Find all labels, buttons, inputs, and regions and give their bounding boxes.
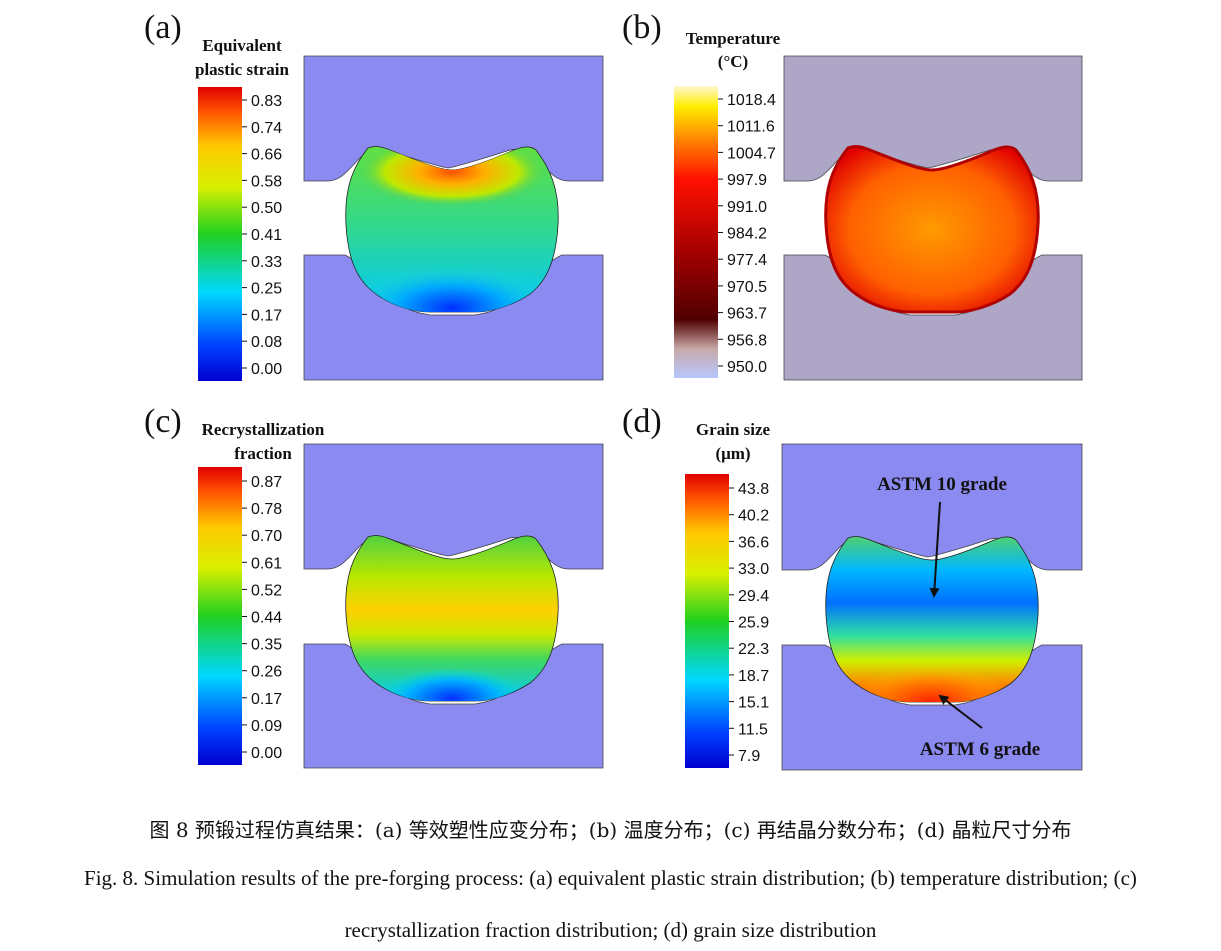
colorbar-tick-label: 0.26 — [251, 664, 282, 681]
colorbar-tick-label: 0.66 — [251, 147, 282, 164]
colorbar-tick-label: 0.41 — [251, 227, 282, 244]
colorbar-tick-label: 984.2 — [727, 226, 767, 243]
colorbar-tick-label: 0.17 — [251, 691, 282, 708]
colorbar-tick-label: 0.87 — [251, 474, 282, 491]
colorbar-tick-label: 997.9 — [727, 172, 767, 189]
panel-c-colorbar — [198, 467, 242, 765]
colorbar-tick-label: 43.8 — [738, 481, 769, 498]
panel-c: (c) Recrystallization fraction 0.87 0.78 0… — [144, 403, 604, 769]
panel-b-letter: (b) — [622, 9, 662, 46]
panel-c-upper-die — [303, 443, 604, 570]
colorbar-tick-label: 33.0 — [738, 561, 769, 578]
colorbar-tick-label: 0.70 — [251, 528, 282, 545]
panel-b-upper-die — [783, 55, 1083, 182]
colorbar-tick-label: 0.50 — [251, 200, 282, 217]
colorbar-tick-label: 0.44 — [251, 610, 282, 627]
annotation-astm-10: ASTM 10 grade — [877, 474, 1007, 495]
caption-english-line-1: Fig. 8. Simulation results of the pre-fo… — [84, 866, 1137, 890]
annotation-astm-6: ASTM 6 grade — [920, 739, 1040, 760]
panel-a-upper-die — [303, 55, 604, 182]
colorbar-tick-label: 29.4 — [738, 588, 769, 605]
colorbar-tick-label: 11.5 — [738, 721, 768, 738]
panel-c-workpiece — [345, 535, 559, 702]
colorbar-tick-label: 0.74 — [251, 120, 282, 137]
colorbar-tick-label: 15.1 — [738, 695, 769, 712]
colorbar-tick-label: 970.5 — [727, 279, 767, 296]
panel-b-title-2: (°C) — [718, 52, 748, 71]
colorbar-tick-label: 1004.7 — [727, 145, 776, 162]
panel-b-workpiece — [824, 145, 1040, 314]
colorbar-tick-label: 25.9 — [738, 615, 769, 632]
colorbar-tick-label: 0.00 — [251, 745, 282, 762]
colorbar-tick-label: 0.61 — [251, 555, 282, 572]
colorbar-tick-label: 991.0 — [727, 199, 767, 216]
panel-d-title-2: (μm) — [715, 444, 750, 463]
panel-a-letter: (a) — [144, 9, 182, 46]
colorbar-tick-label: 1011.6 — [727, 119, 775, 136]
figure: (a) Equivalent plastic strain 0.83 0.74 0.… — [144, 9, 1083, 771]
colorbar-tick-label: 0.83 — [251, 93, 282, 110]
colorbar-tick-label: 22.3 — [738, 641, 769, 658]
colorbar-tick-label: 18.7 — [738, 668, 769, 685]
colorbar-tick-label: 0.00 — [251, 361, 282, 378]
colorbar-tick-label: 950.0 — [727, 359, 767, 376]
colorbar-tick-label: 7.9 — [738, 748, 760, 765]
colorbar-tick-label: 0.78 — [251, 501, 282, 518]
colorbar-tick-label: 977.4 — [727, 252, 767, 269]
panel-a-title-1: Equivalent — [202, 36, 282, 55]
panel-a-title-2: plastic strain — [195, 60, 290, 79]
panel-d-workpiece — [825, 536, 1039, 703]
panel-c-title-1: Recrystallization — [202, 420, 325, 439]
arrow-astm-10 — [929, 501, 941, 598]
panel-c-title-2: fraction — [234, 444, 292, 463]
panel-d-title-1: Grain size — [696, 420, 771, 439]
panel-a-workpiece — [345, 146, 559, 313]
colorbar-tick-label: 963.7 — [727, 306, 767, 323]
caption-english-line-2: recrystallization fraction distribution;… — [344, 918, 877, 942]
panel-d-letter: (d) — [622, 403, 662, 440]
panel-b-title-1: Temperature — [686, 29, 781, 48]
colorbar-tick-label: 1018.4 — [727, 92, 776, 109]
colorbar-tick-label: 956.8 — [727, 332, 767, 349]
colorbar-tick-label: 36.6 — [738, 534, 769, 551]
colorbar-tick-label: 0.58 — [251, 173, 282, 190]
panel-a-colorbar — [198, 87, 242, 381]
panel-b: (b) Temperature (°C) 1018.4 1011.6 1004.7 9… — [622, 9, 1083, 381]
panel-d-upper-die — [781, 443, 1083, 571]
colorbar-tick-label: 0.08 — [251, 334, 282, 351]
arrow-astm-6 — [938, 694, 983, 729]
colorbar-tick-label: 40.2 — [738, 508, 769, 525]
colorbar-tick-label: 0.52 — [251, 582, 282, 599]
colorbar-tick-label: 0.25 — [251, 281, 282, 298]
colorbar-tick-label: 0.33 — [251, 254, 282, 271]
panel-a: (a) Equivalent plastic strain 0.83 0.74 0.… — [144, 9, 604, 381]
caption-chinese: 图 8 预锻过程仿真结果：(a) 等效塑性应变分布；(b) 温度分布；(c) 再… — [149, 818, 1072, 842]
panel-b-colorbar — [674, 86, 718, 378]
colorbar-tick-label: 0.17 — [251, 307, 282, 324]
panel-d: (d) Grain size (μm) 43.8 40.2 36.6 33.0 29.4… — [622, 403, 1083, 771]
panel-d-colorbar — [685, 474, 729, 768]
colorbar-tick-label: 0.09 — [251, 718, 282, 735]
colorbar-tick-label: 0.35 — [251, 637, 282, 654]
panel-c-letter: (c) — [144, 403, 182, 440]
